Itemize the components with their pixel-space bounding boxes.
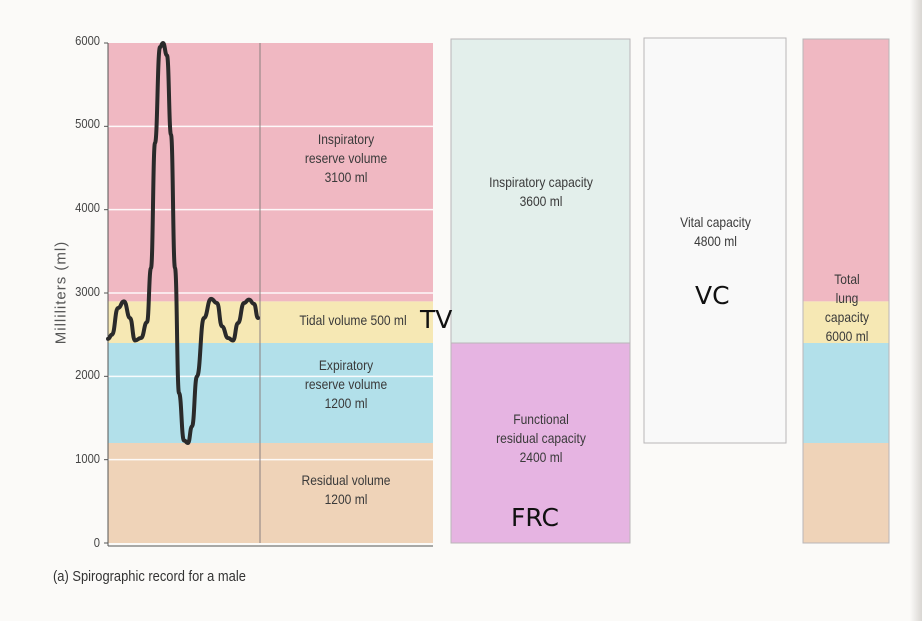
y-tick-2000: 2000 — [75, 367, 100, 382]
y-tick-4000: 4000 — [75, 200, 100, 215]
segment-tidal — [108, 301, 433, 343]
annotation-frc: FRC — [511, 503, 559, 532]
y-tick-3000: 3000 — [75, 284, 100, 299]
y-tick-6000: 6000 — [75, 33, 100, 48]
label-expiratory-reserve: Expiratory reserve volume 1200 ml — [304, 357, 388, 411]
segment-inspiratory — [108, 43, 433, 302]
annotation-tv: TV — [420, 305, 453, 334]
y-tick-5000: 5000 — [75, 116, 100, 131]
figure-caption: (a) Spirographic record for a male — [53, 568, 246, 585]
tlc-segment-tidal — [803, 301, 889, 343]
label-tidal-volume: Tidal volume 500 ml — [299, 312, 407, 328]
bar-inspiratory-capacity — [450, 38, 631, 344]
label-inspiratory-reserve: Inspiratory reserve volume 3100 ml — [304, 131, 388, 185]
bar-total-lung-capacity — [802, 38, 890, 544]
annotation-vc: VC — [695, 281, 730, 310]
label-residual-volume: Residual volume 1200 ml — [301, 472, 391, 507]
segment-expiratory — [108, 343, 433, 443]
label-functional-residual-capacity: Functional residual capacity 2400 ml — [496, 411, 586, 465]
bar-vital-capacity — [643, 37, 787, 444]
label-total-lung-capacity: Total lung capacity 6000 ml — [824, 271, 870, 344]
tlc-segment-expiratory — [803, 343, 889, 443]
spirogram-trace — [106, 41, 260, 445]
page-edge-shadow — [910, 0, 922, 621]
label-vital-capacity: Vital capacity 4800 ml — [680, 214, 751, 249]
tlc-segment-inspiratory — [803, 39, 889, 302]
tlc-segment-residual — [803, 443, 889, 543]
y-tick-0: 0 — [93, 535, 100, 550]
label-inspiratory-capacity: Inspiratory capacity 3600 ml — [489, 174, 593, 209]
bar-functional-residual-capacity — [450, 342, 631, 544]
y-tick-1000: 1000 — [75, 451, 100, 466]
